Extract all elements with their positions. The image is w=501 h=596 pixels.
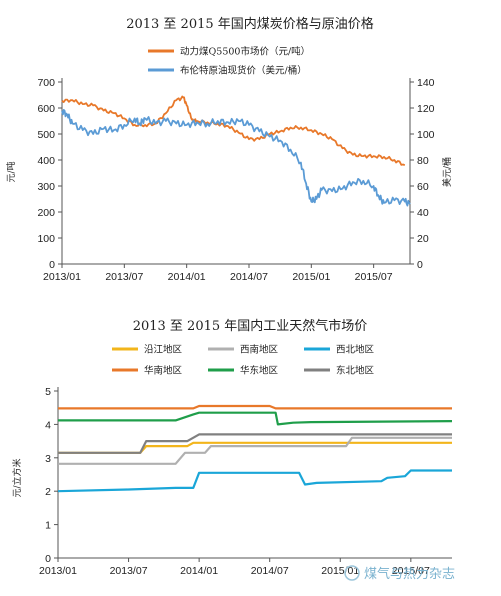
- chart-0-series-line-1: [61, 109, 411, 207]
- chart-1-xtick-label: 2014/07: [251, 565, 289, 577]
- chart-0-xtick-label: 2013/01: [43, 271, 81, 283]
- chart-0-ytick-label: 300: [37, 181, 55, 193]
- chart-1-ytick-label: 2: [45, 486, 51, 498]
- chart-1-legend-label-3: 华南地区: [144, 365, 183, 377]
- chart-0-ytick-label: 100: [37, 233, 55, 245]
- chart-1-title: 2013 至 2015 年国内工业天然气市场价: [133, 318, 368, 334]
- chart-1-legend-label-2: 西北地区: [336, 344, 375, 356]
- chart-0-title: 2013 至 2015 年国内煤炭价格与原油价格: [126, 16, 374, 32]
- chart-0-y2tick-label: 40: [417, 207, 429, 219]
- chart-1-series-line-5: [58, 433, 452, 454]
- chart-1-xtick-label: 2013/07: [110, 565, 148, 577]
- chart-1-y-axis-label: 元/立方米: [11, 458, 23, 497]
- chart-0-ytick-label: 400: [37, 155, 55, 167]
- chart-1-xtick-label: 2015/01: [321, 565, 359, 577]
- chart-1-legend-label-0: 沿江地区: [144, 344, 183, 356]
- chart-0-y-axis-label: 元/吨: [5, 161, 17, 182]
- chart-1-series-line-1: [58, 436, 452, 465]
- chart-1-xtick-label: 2013/01: [39, 565, 77, 577]
- chart-1-ytick-label: 4: [45, 419, 51, 431]
- chart-1-legend-label-5: 东北地区: [336, 365, 375, 377]
- chart-1-series-line-0: [58, 441, 452, 454]
- chart-0-y2tick-label: 60: [417, 181, 429, 193]
- chart-1-ytick-label: 5: [45, 386, 51, 398]
- chart-0-y2-axis-label: 美元/桶: [441, 157, 453, 187]
- chart-1-series-line-4: [58, 411, 453, 426]
- chart-0-xtick-label: 2014/07: [230, 271, 268, 283]
- chart-0-y2tick-label: 120: [417, 103, 435, 115]
- chart-0-y2tick-label: 80: [417, 155, 429, 167]
- watermark-logo-icon: [344, 565, 360, 581]
- chart-0-ytick-label: 700: [37, 77, 55, 89]
- chart-1-ytick-label: 3: [45, 453, 51, 465]
- chart-1-legend-label-4: 华东地区: [240, 365, 279, 377]
- chart-0-y2tick-label: 140: [417, 77, 435, 89]
- chart-0-series-line-0: [61, 95, 406, 167]
- chart-0-y2tick-label: 100: [417, 129, 435, 141]
- chart-0-ytick-label: 200: [37, 207, 55, 219]
- chart-0-legend-label-1: 布伦特原油现货价（美元/桶）: [180, 65, 307, 77]
- chart-0-ytick-label: 600: [37, 103, 55, 115]
- chart-0-xtick-label: 2014/01: [168, 271, 206, 283]
- chart-0-ytick-label: 0: [49, 259, 55, 271]
- chart-1-series-line-2: [57, 469, 452, 493]
- chart-0-y2tick-label: 20: [417, 233, 429, 245]
- chart-0-legend-label-0: 动力煤Q5500市场价（元/吨）: [180, 46, 310, 58]
- chart-0-xtick-label: 2013/07: [105, 271, 143, 283]
- chart-1-xtick-label: 2015/07: [392, 565, 430, 577]
- chart-1-ytick-label: 0: [45, 553, 51, 565]
- chart-0-xtick-label: 2015/07: [355, 271, 393, 283]
- watermark-text: 煤气与热力杂志: [364, 566, 455, 582]
- chart-1-xtick-label: 2014/01: [180, 565, 218, 577]
- chart-0-xtick-label: 2015/01: [292, 271, 330, 283]
- chart-0-y2tick-label: 0: [417, 259, 423, 271]
- chart-0-ytick-label: 500: [37, 129, 55, 141]
- chart-1-legend-label-1: 西南地区: [240, 344, 279, 356]
- chart-1-ytick-label: 1: [45, 520, 51, 532]
- chart-1-series-line-3: [58, 404, 452, 410]
